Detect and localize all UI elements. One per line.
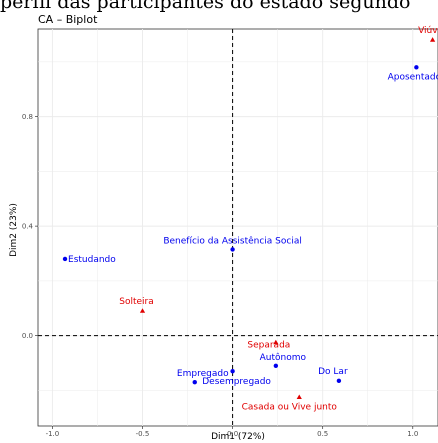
point-label: Aposentado bbox=[388, 72, 438, 82]
y-tick-label: 0.8 bbox=[22, 113, 33, 121]
point-label: Estudando bbox=[68, 255, 116, 265]
x-tick-label: 0.5 bbox=[317, 430, 328, 438]
point-label: Solteira bbox=[119, 297, 154, 307]
zero-reference-lines bbox=[38, 29, 438, 426]
x-tick-label: 0.0 bbox=[227, 430, 238, 438]
point-marker bbox=[273, 363, 279, 368]
point-label: Empregado bbox=[177, 369, 229, 379]
y-tick-label: 0.4 bbox=[22, 223, 34, 231]
y-tick-label: 0.0 bbox=[22, 332, 33, 340]
point-marker bbox=[230, 247, 235, 252]
point-marker bbox=[139, 308, 146, 313]
x-axis-label: Dim1 (72%) bbox=[211, 432, 265, 442]
point-label: Viúva bbox=[418, 26, 438, 36]
plot-panel bbox=[37, 28, 438, 427]
point-marker bbox=[230, 369, 235, 374]
point-label: Separada bbox=[247, 340, 290, 350]
page-caption: perfil das participantes do estado segun… bbox=[0, 0, 411, 13]
point-marker bbox=[414, 65, 419, 70]
x-tick-label: 1.0 bbox=[407, 430, 418, 438]
point-label: Do Lar bbox=[318, 367, 348, 377]
y-axis-label: Dim2 (23%) bbox=[9, 203, 19, 257]
point-label: Desempregado bbox=[202, 377, 271, 387]
axis-ticks: -1.0 -0.5 0.0 0.5 1.0 0.0 0.4 0.8 bbox=[22, 113, 418, 438]
x-tick-label: -0.5 bbox=[136, 430, 150, 438]
point-marker bbox=[429, 37, 436, 42]
data-points: Aposentado Estudando Benefício da Assistên… bbox=[62, 26, 438, 412]
chart-title: CA – Biplot bbox=[38, 13, 98, 26]
point-marker bbox=[273, 339, 279, 345]
x-tick-label: -1.0 bbox=[46, 430, 60, 438]
point-label: Casada ou Vive junto bbox=[242, 402, 338, 412]
point-marker bbox=[192, 379, 197, 385]
point-marker bbox=[62, 256, 68, 262]
point-marker bbox=[336, 378, 342, 384]
point-label: Benefício da Assistência Social bbox=[163, 235, 302, 246]
point-marker bbox=[296, 394, 302, 400]
point-label: Autônomo bbox=[260, 352, 307, 363]
